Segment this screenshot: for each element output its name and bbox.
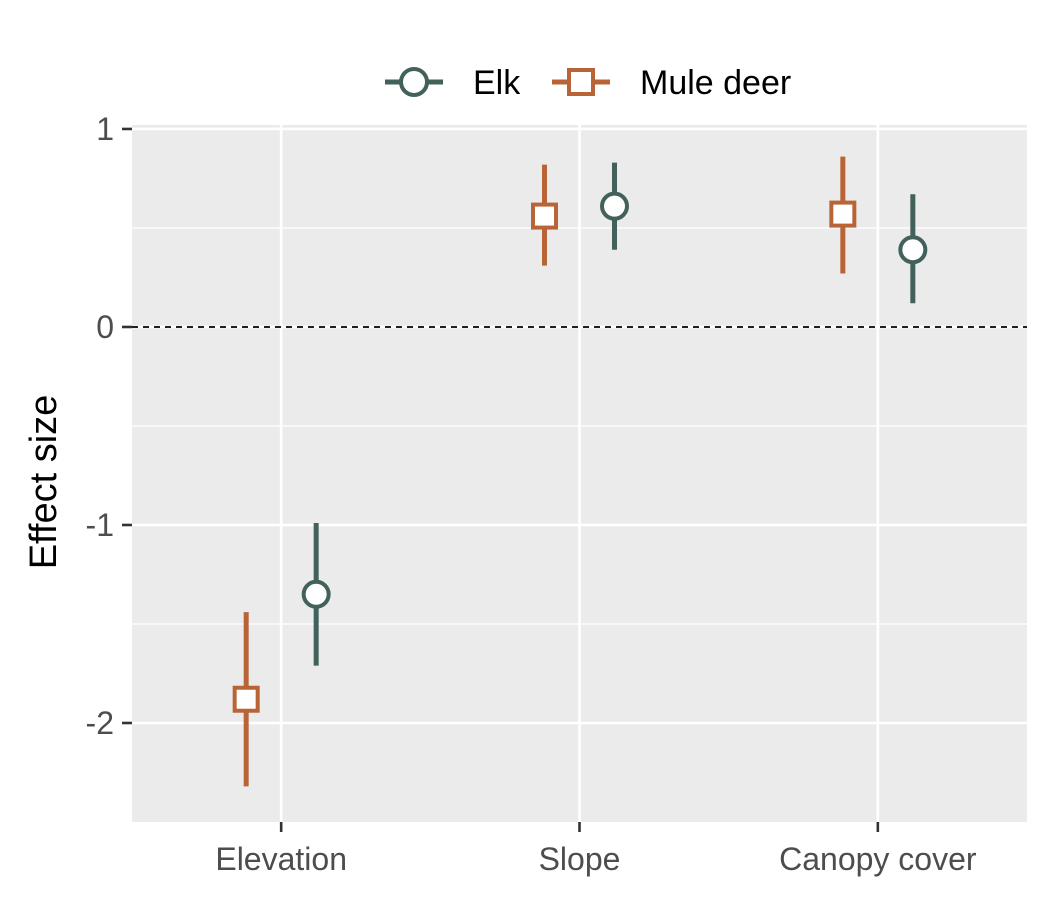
series-elk bbox=[301, 162, 928, 666]
y-tick-label: 1 bbox=[96, 111, 114, 147]
legend-item-mule-deer: Mule deer bbox=[552, 64, 791, 102]
data-point bbox=[600, 191, 629, 221]
legend: Elk Mule deer bbox=[385, 64, 791, 102]
gridlines bbox=[132, 125, 1027, 822]
legend-item-elk: Elk bbox=[385, 64, 521, 102]
legend-key-marker bbox=[399, 67, 429, 97]
data-point bbox=[301, 579, 331, 609]
data-point bbox=[898, 235, 928, 265]
legend-label: Mule deer bbox=[640, 64, 791, 102]
y-axis: 1 0 -1 -2 bbox=[86, 111, 132, 741]
y-tick-label: 0 bbox=[96, 309, 114, 345]
y-axis-title: Effect size bbox=[23, 395, 65, 570]
legend-key-marker bbox=[567, 68, 595, 96]
legend-label: Elk bbox=[473, 64, 521, 102]
data-point bbox=[232, 685, 260, 713]
x-tick-label: Canopy cover bbox=[779, 841, 977, 877]
x-axis: Elevation Slope Canopy cover bbox=[215, 822, 977, 877]
data-point bbox=[829, 200, 857, 228]
x-tick-label: Slope bbox=[539, 841, 621, 877]
y-tick-label: -1 bbox=[86, 507, 114, 543]
series-mule-deer bbox=[232, 156, 857, 787]
data-point bbox=[531, 202, 558, 230]
x-tick-label: Elevation bbox=[215, 841, 347, 877]
y-tick-label: -2 bbox=[86, 705, 114, 741]
data-marks bbox=[232, 156, 928, 787]
